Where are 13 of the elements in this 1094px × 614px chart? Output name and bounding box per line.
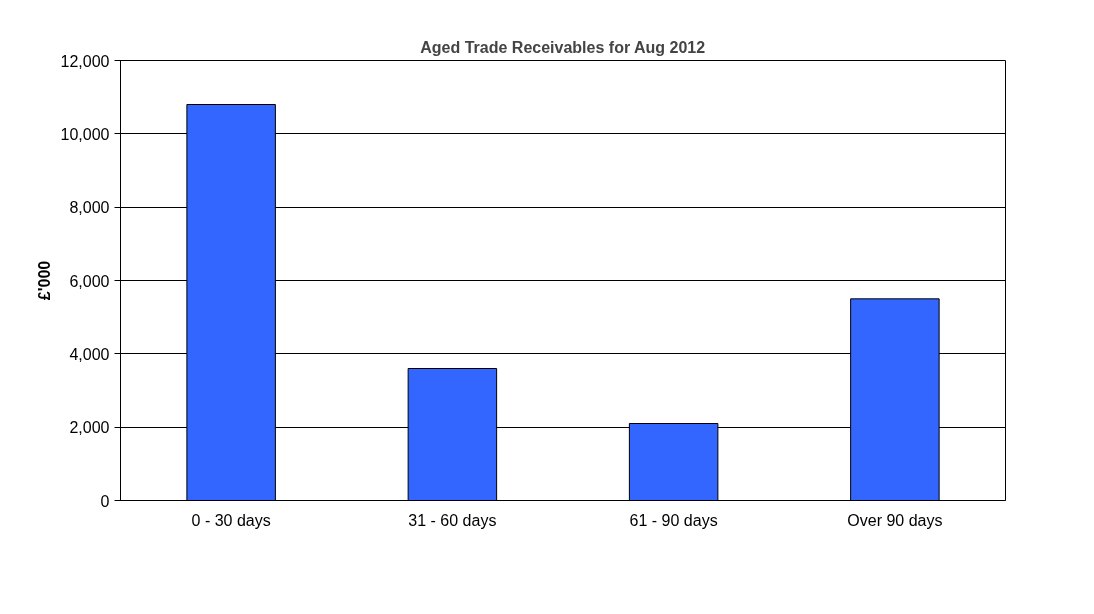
x-tick-label: 0 - 30 days xyxy=(191,511,271,529)
y-tick-label: 6,000 xyxy=(69,272,110,290)
y-tick-label: 4,000 xyxy=(69,345,110,363)
y-tick-label: 0 xyxy=(100,492,110,510)
y-tick-label: 2,000 xyxy=(69,419,110,437)
y-tick-label: 10,000 xyxy=(60,125,110,143)
y-tick-label: 12,000 xyxy=(60,52,110,70)
x-tick-label: Over 90 days xyxy=(847,511,943,529)
chart-title: Aged Trade Receivables for Aug 2012 xyxy=(420,38,706,56)
x-tick-label: 31 - 60 days xyxy=(408,511,497,529)
x-tick-label: 61 - 90 days xyxy=(629,511,718,529)
y-axis-title: £'000 xyxy=(35,260,53,301)
y-tick-label: 8,000 xyxy=(69,199,110,217)
